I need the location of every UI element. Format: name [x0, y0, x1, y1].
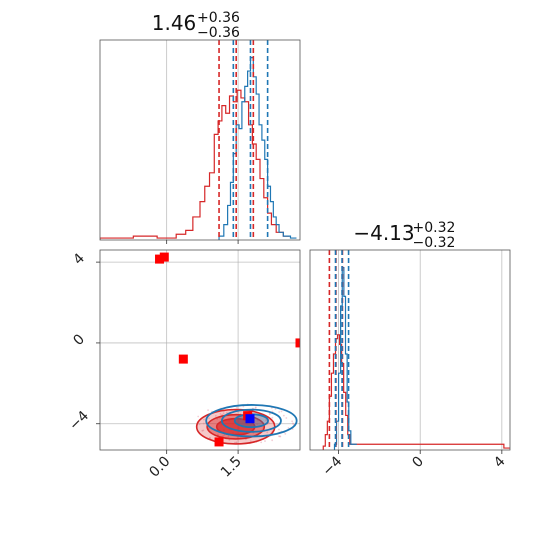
red-histogram: [100, 89, 290, 240]
panel-title-upper: +0.36: [197, 10, 240, 26]
blue-histogram: [333, 267, 357, 450]
scatter-p1-p2-plot-area: [100, 250, 300, 450]
x-tick-label: −4: [319, 453, 345, 479]
sample-dot: [223, 433, 226, 436]
red-histogram: [322, 334, 510, 450]
sample-dot: [278, 428, 280, 431]
sample-dot: [291, 422, 294, 425]
sample-dot: [279, 435, 282, 438]
x-tick-label: 4: [491, 453, 509, 471]
hist-p2-frame: [309, 249, 511, 451]
sample-dot: [202, 422, 205, 425]
sample-dot: [254, 406, 257, 409]
sample-dot: [274, 408, 277, 410]
red-marker: [214, 437, 224, 447]
sample-dot: [265, 419, 268, 422]
sample-dot: [198, 423, 201, 426]
sample-dot: [285, 417, 288, 419]
hist-p1-plot-area: [100, 40, 297, 240]
panel-title-value: −4.13: [353, 221, 414, 245]
sample-dot: [280, 410, 283, 413]
sample-dot: [260, 441, 263, 444]
sample-dot: [207, 409, 209, 412]
sample-dot: [233, 441, 236, 444]
sample-dot: [287, 427, 290, 429]
sample-dot: [291, 420, 294, 423]
sample-dot: [264, 440, 266, 442]
sample-dot: [235, 406, 238, 409]
blue-marker: [245, 414, 255, 424]
y-tick-label: −4: [66, 408, 92, 434]
sample-dot: [203, 418, 205, 421]
sample-dot: [271, 416, 274, 419]
sample-dot: [216, 433, 219, 436]
y-tick-label: 0: [70, 331, 88, 349]
sample-dot: [226, 411, 228, 414]
red-marker: [178, 354, 188, 364]
blue-contour: [205, 404, 298, 438]
sample-dot: [271, 439, 274, 442]
sample-dot: [256, 423, 259, 425]
sample-dot: [278, 435, 280, 438]
sample-dot: [227, 435, 230, 438]
panel-title-value: 1.46: [152, 11, 197, 35]
sample-dot: [209, 436, 211, 439]
scatter-p1-p2-panel: 0.0 1.5 4 0 −4: [66, 249, 301, 481]
sample-dot: [201, 429, 204, 432]
hist-p2-panel: −4.13+0.32−0.32 −4 0 4: [309, 220, 511, 479]
sample-dot: [222, 412, 225, 415]
red-marker: [159, 252, 169, 262]
sample-dot: [266, 431, 269, 434]
sample-dot: [235, 441, 238, 444]
sample-dot: [282, 414, 285, 417]
hist-p2-plot-area: [322, 250, 510, 450]
x-tick-label: 1.5: [218, 454, 245, 481]
x-tick-label: 0: [409, 454, 427, 472]
sample-dot: [219, 412, 222, 415]
sample-dot: [197, 415, 200, 418]
sample-dot: [275, 423, 278, 426]
red-marker: [295, 338, 300, 348]
y-tick-label: 4: [70, 250, 88, 268]
scatter-p1-p2-frame: [99, 249, 301, 451]
red-marker: [155, 254, 165, 264]
panel-title-upper: +0.32: [413, 220, 456, 236]
sample-dot: [284, 432, 287, 435]
hist-p1-frame: [99, 39, 301, 241]
panel-title-lower: −0.32: [413, 235, 456, 251]
panel-title-lower: −0.36: [197, 25, 240, 41]
blue-contour: [221, 408, 282, 433]
hist-p1-panel: 1.46 +0.36−0.36: [99, 10, 301, 244]
sample-dot: [268, 413, 271, 416]
sample-dot: [228, 439, 231, 441]
sample-dot: [249, 440, 252, 443]
sample-dot: [208, 417, 210, 420]
sample-dot: [215, 414, 217, 417]
sample-dot: [278, 411, 281, 413]
blue-histogram: [218, 57, 297, 240]
x-tick-label: 0.0: [146, 454, 173, 481]
